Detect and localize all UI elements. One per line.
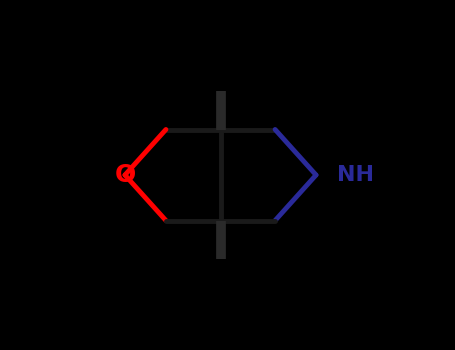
Text: NH: NH xyxy=(337,165,374,185)
Text: O: O xyxy=(114,163,136,187)
